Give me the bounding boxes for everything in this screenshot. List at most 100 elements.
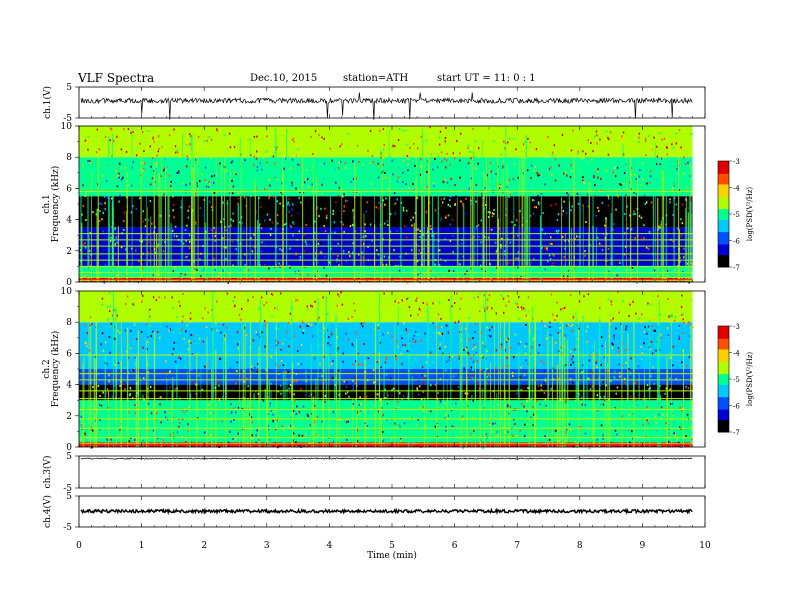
spectrum-speckle <box>635 384 637 387</box>
spectrum-speckle <box>639 169 641 171</box>
spectrum-speckle <box>79 362 81 365</box>
spectrum-speckle <box>174 182 176 184</box>
colorbar-cell <box>718 368 729 371</box>
colorbar-cell <box>718 249 729 252</box>
spectrum-speckle <box>208 237 211 240</box>
spectrum-speckle <box>142 294 144 297</box>
spectrum-speckle <box>645 138 647 140</box>
spectrum-speckle <box>115 236 118 239</box>
spectrum-speckle <box>331 145 334 148</box>
colorbar-cell <box>718 180 729 183</box>
spectrum-speckle <box>180 240 182 242</box>
spectrum-speckle <box>214 228 217 231</box>
spectrum-speckle <box>517 234 519 237</box>
spectrum-speckle <box>670 402 672 405</box>
spectrum-speckle <box>120 246 123 249</box>
spectrum-speckle <box>184 275 187 278</box>
spectrum-speckle <box>419 303 421 305</box>
spectrum-speckle <box>406 148 409 151</box>
spectrum-speckle <box>411 313 413 316</box>
spectrum-speckle <box>377 253 380 256</box>
spectrum-speckle <box>419 230 421 233</box>
spectrum-speckle <box>600 177 602 180</box>
spectrum-speckle <box>416 260 419 263</box>
spectrum-speckle <box>537 352 540 355</box>
spectrum-speckle <box>401 399 403 402</box>
spectrum-speckle <box>587 205 590 208</box>
spectrum-speckle <box>255 210 257 213</box>
spectrum-speckle <box>662 293 664 296</box>
spectrum-speckle <box>444 179 446 182</box>
spectrum-speckle <box>154 251 157 254</box>
spectrum-speckle <box>410 314 412 317</box>
spectrum-speckle <box>225 169 228 172</box>
spectrum-speckle <box>95 291 98 294</box>
spectrum-speckle <box>505 393 507 395</box>
spectrum-speckle <box>130 131 132 134</box>
spectrum-speckle <box>515 434 518 437</box>
spectrum-speckle <box>377 410 380 413</box>
spectrum-speckle <box>204 307 206 310</box>
spectrum-speckle <box>187 315 189 318</box>
spectrum-speckle <box>680 147 683 150</box>
spectrum-speckle <box>347 132 350 135</box>
spectrum-speckle <box>89 162 92 165</box>
spectrum-speckle <box>658 126 660 129</box>
y-tick-label: 2 <box>66 412 72 422</box>
spectrum-speckle <box>434 383 437 386</box>
spectrum-speckle <box>219 297 222 300</box>
spectrum-speckle <box>557 267 559 270</box>
spectrum-speckle <box>227 441 230 444</box>
spectrum-speckle <box>636 403 638 406</box>
spectrum-speckle <box>131 431 134 433</box>
spectrum-speckle <box>318 215 320 218</box>
spectrum-speckle <box>680 393 683 396</box>
spectrum-speckle <box>642 178 645 181</box>
spectrum-speckle <box>293 380 295 383</box>
spectrum-speckle <box>477 296 479 298</box>
spectrum-speckle <box>361 363 363 366</box>
spectrum-speckle <box>160 175 162 178</box>
spectrum-speckle <box>186 411 188 414</box>
spectrum-speckle <box>171 229 174 232</box>
spectrum-speckle <box>486 326 489 329</box>
spectrum-speckle <box>647 218 649 221</box>
spectrum-speckle <box>235 213 238 216</box>
spectrum-speckle <box>264 219 266 222</box>
spectrum-speckle <box>323 266 325 269</box>
spectrum-speckle <box>561 133 564 136</box>
spectrum-speckle <box>243 230 245 233</box>
spectrum-speckle <box>139 142 141 145</box>
spectrum-speckle <box>552 264 555 267</box>
spectrum-speckle <box>133 126 135 129</box>
spectrum-speckle <box>157 243 159 246</box>
spectrum-speckle <box>451 389 453 392</box>
spectrum-speckle <box>184 273 186 276</box>
spectrum-speckle <box>159 403 161 406</box>
spectrum-speckle <box>152 141 154 143</box>
spectrum-speckle <box>612 343 614 346</box>
spectrum-speckle <box>285 369 287 372</box>
spectrum-speckle <box>659 132 661 135</box>
spectrum-speckle <box>686 413 689 416</box>
spectrum-speckle <box>484 187 486 189</box>
spectrum-speckle <box>552 241 555 244</box>
spectrum-speckle <box>424 211 427 214</box>
spectrum-speckle <box>161 439 163 442</box>
spectrum-speckle <box>196 417 199 419</box>
spectrum-speckle <box>193 295 195 298</box>
spectrum-speckle <box>179 304 181 307</box>
x-tick-label: 10 <box>699 541 711 551</box>
spectrum-speckle <box>166 325 168 328</box>
spectrum-speckle <box>272 155 275 158</box>
spectrum-speckle <box>642 403 645 406</box>
spectrum-speckle <box>112 177 114 180</box>
spectrum-speckle <box>333 221 336 224</box>
spectrum-speckle <box>485 204 487 206</box>
y-axis-label: Frequency (kHz) <box>50 166 61 243</box>
spectrum-speckle <box>338 320 341 323</box>
spectrum-speckle <box>288 387 290 390</box>
spectrum-speckle <box>334 168 336 171</box>
spectrum-speckle <box>340 419 342 421</box>
spectrum-speckle <box>147 162 150 164</box>
